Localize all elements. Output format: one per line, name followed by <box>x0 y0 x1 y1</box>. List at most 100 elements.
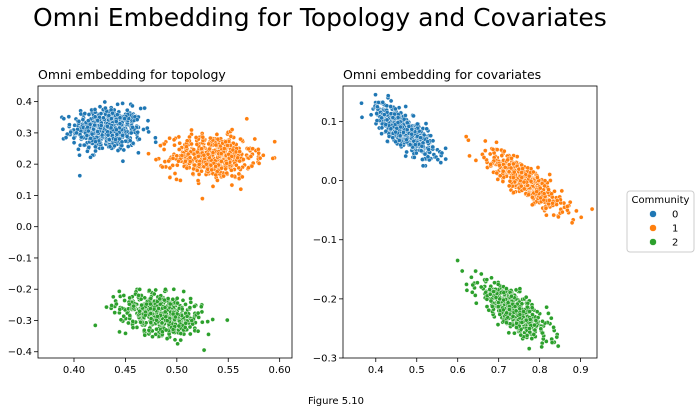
scatter-point-community-1 <box>505 157 511 163</box>
y-tick-label: 0.1 <box>321 117 337 128</box>
scatter-point-community-0 <box>390 115 396 120</box>
scatter-point-community-2 <box>504 286 509 291</box>
scatter-point-community-1 <box>237 158 243 164</box>
x-tick-label: 0.55 <box>217 365 239 376</box>
scatter-point-community-0 <box>109 116 114 121</box>
scatter-point-community-1 <box>200 196 205 201</box>
scatter-point-community-2 <box>548 315 554 321</box>
scatter-point-community-0 <box>110 110 115 116</box>
scatter-point-community-0 <box>379 115 384 121</box>
scatter-point-community-1 <box>496 162 502 168</box>
scatter-point-community-0 <box>80 117 86 123</box>
scatter-point-community-0 <box>435 157 441 162</box>
scatter-point-community-0 <box>82 111 88 116</box>
scatter-point-community-1 <box>574 208 579 214</box>
scatter-point-community-0 <box>77 152 82 158</box>
x-tick-label: 0.7 <box>491 365 507 376</box>
scatter-point-community-2 <box>484 296 490 302</box>
scatter-point-community-0 <box>388 126 394 132</box>
scatter-point-community-1 <box>184 165 190 171</box>
scatter-point-community-1 <box>260 152 266 158</box>
scatter-point-community-2 <box>531 332 537 337</box>
scatter-point-community-1 <box>170 163 176 168</box>
scatter-point-community-2 <box>162 297 167 303</box>
scatter-point-community-0 <box>412 142 418 147</box>
scatter-point-community-0 <box>124 107 130 113</box>
scatter-point-community-2 <box>526 346 532 351</box>
scatter-point-community-1 <box>161 147 167 152</box>
scatter-point-community-2 <box>104 304 109 310</box>
scatter-point-community-2 <box>489 304 495 309</box>
panel-title: Omni embedding for covariates <box>343 67 541 82</box>
scatter-point-community-1 <box>506 183 512 189</box>
scatter-point-community-2 <box>153 287 159 293</box>
scatter-point-community-0 <box>404 149 409 155</box>
scatter-point-community-1 <box>219 159 224 164</box>
scatter-point-community-2 <box>146 327 152 333</box>
plot-frame <box>37 85 293 359</box>
y-tick-label: 0.1 <box>16 191 32 202</box>
scatter-point-community-2 <box>188 299 194 305</box>
scatter-point-community-1 <box>238 186 244 192</box>
scatter-point-community-0 <box>134 117 140 122</box>
scatter-point-community-0 <box>142 105 147 111</box>
legend-marker-community-2 <box>649 238 657 246</box>
scatter-point-community-1 <box>213 142 219 148</box>
scatter-point-community-0 <box>122 116 127 121</box>
scatter-point-community-2 <box>517 306 523 312</box>
scatter-point-community-2 <box>148 296 154 301</box>
scatter-point-community-0 <box>379 125 385 131</box>
scatter-point-community-0 <box>422 151 428 157</box>
scatter-point-community-1 <box>502 165 508 170</box>
scatter-point-community-2 <box>544 304 549 310</box>
scatter-point-community-0 <box>66 114 72 120</box>
scatter-point-community-0 <box>384 103 390 109</box>
scatter-point-community-2 <box>162 309 168 315</box>
scatter-point-community-2 <box>505 300 511 306</box>
legend-frame <box>626 190 695 253</box>
scatter-point-community-0 <box>393 129 398 135</box>
scatter-point-community-1 <box>184 144 189 150</box>
scatter-point-community-2 <box>148 311 154 316</box>
scatter-point-community-2 <box>484 304 490 309</box>
scatter-point-community-1 <box>511 190 517 195</box>
scatter-point-community-2 <box>178 337 184 343</box>
scatter-point-community-0 <box>93 148 98 154</box>
scatter-point-community-2 <box>162 305 168 310</box>
scatter-point-community-0 <box>403 104 409 109</box>
scatter-point-community-1 <box>191 147 197 152</box>
scatter-point-community-1 <box>255 147 261 152</box>
scatter-point-community-2 <box>127 313 133 318</box>
scatter-point-community-0 <box>380 99 386 105</box>
scatter-point-community-0 <box>443 145 448 151</box>
scatter-point-community-0 <box>124 134 130 139</box>
scatter-point-community-0 <box>411 113 416 119</box>
scatter-point-community-0 <box>419 143 425 149</box>
scatter-point-community-0 <box>409 126 415 132</box>
scatter-point-community-1 <box>544 212 549 218</box>
scatter-point-community-0 <box>71 140 77 146</box>
scatter-point-community-1 <box>160 164 165 170</box>
scatter-point-community-2 <box>455 258 460 263</box>
scatter-point-community-0 <box>115 101 120 107</box>
scatter-point-community-0 <box>395 115 401 120</box>
scatter-point-community-0 <box>97 104 103 110</box>
scatter-point-community-1 <box>552 188 557 194</box>
scatter-point-community-1 <box>530 169 536 175</box>
y-tick-label: −0.2 <box>8 285 32 296</box>
scatter-point-community-1 <box>248 154 254 159</box>
scatter-point-community-2 <box>187 331 193 337</box>
scatter-point-community-1 <box>172 171 178 176</box>
scatter-point-community-2 <box>138 296 144 302</box>
scatter-point-community-0 <box>95 118 101 123</box>
scatter-point-community-0 <box>430 138 436 144</box>
scatter-point-community-2 <box>179 306 185 312</box>
scatter-point-community-0 <box>424 126 430 132</box>
scatter-point-community-2 <box>148 320 154 325</box>
scatter-point-community-2 <box>512 304 518 309</box>
scatter-point-community-2 <box>205 319 211 324</box>
scatter-point-community-2 <box>142 312 148 318</box>
scatter-point-community-1 <box>541 191 547 197</box>
scatter-point-community-0 <box>413 150 419 156</box>
scatter-point-community-1 <box>228 134 234 139</box>
